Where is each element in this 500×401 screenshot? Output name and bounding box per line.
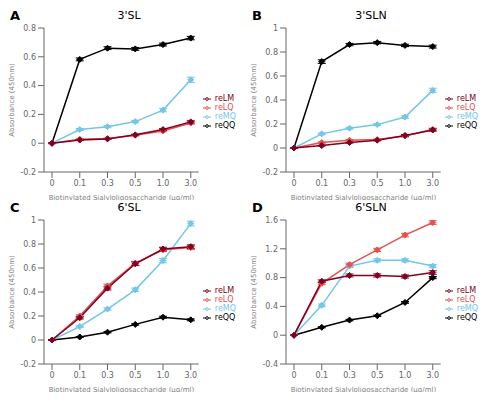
svg-text:0.3: 0.3 <box>343 371 356 380</box>
html-text:D: D <box>252 200 263 215</box>
svg-text:Absorbance (450nm): Absorbance (450nm) <box>250 255 258 329</box>
svg-text:0.4: 0.4 <box>23 288 36 297</box>
svg-text:0.5: 0.5 <box>371 371 384 380</box>
svg-text:0.8: 0.8 <box>265 48 278 57</box>
html-text:reQQ: reQQ <box>456 313 478 322</box>
html-text:3'SL: 3'SL <box>117 9 141 22</box>
svg-text:0.6: 0.6 <box>265 72 278 81</box>
html-text:reMQ: reMQ <box>214 112 236 121</box>
svg-text:Absorbance (450nm): Absorbance (450nm) <box>8 63 16 137</box>
html-text:reLQ: reLQ <box>456 295 476 304</box>
svg-text:0.2: 0.2 <box>23 110 36 119</box>
svg-text:Absorbance (450nm): Absorbance (450nm) <box>8 255 16 329</box>
svg-text:0.5: 0.5 <box>129 179 142 188</box>
svg-text:0.1: 0.1 <box>315 371 328 380</box>
svg-text:1.0: 1.0 <box>157 179 170 188</box>
svg-text:-0.2: -0.2 <box>20 168 36 177</box>
svg-text:0.8: 0.8 <box>23 24 36 33</box>
svg-text:0.3: 0.3 <box>343 179 356 188</box>
svg-text:0: 0 <box>291 371 296 380</box>
svg-text:1: 1 <box>273 24 278 33</box>
svg-text:0.8: 0.8 <box>265 273 278 282</box>
svg-text:1.6: 1.6 <box>265 216 278 225</box>
svg-text:Biotinylated Sialyloligosaccha: Biotinylated Sialyloligosaccharide (μg/m… <box>49 386 195 392</box>
svg-text:1.2: 1.2 <box>265 245 278 254</box>
svg-text:0.4: 0.4 <box>265 302 278 311</box>
svg-text:0.2: 0.2 <box>23 312 36 321</box>
html-text:B: B <box>252 8 262 23</box>
svg-text:1.0: 1.0 <box>399 179 412 188</box>
html-text:reLM: reLM <box>214 94 235 103</box>
svg-text:0: 0 <box>31 336 36 345</box>
svg-text:1: 1 <box>31 216 36 225</box>
svg-text:0.6: 0.6 <box>23 264 36 273</box>
html-text:reMQ: reMQ <box>456 304 478 313</box>
html-text:reMQ: reMQ <box>456 112 478 121</box>
svg-text:3.0: 3.0 <box>426 179 439 188</box>
svg-text:0.1: 0.1 <box>315 179 328 188</box>
svg-text:-0.4: -0.4 <box>262 360 278 369</box>
html-text:reLM: reLM <box>456 94 477 103</box>
svg-text:0: 0 <box>31 139 36 148</box>
svg-text:0.6: 0.6 <box>23 53 36 62</box>
svg-text:Biotinylated Sialyloligosaccha: Biotinylated Sialyloligosaccharide (μg/m… <box>291 194 437 200</box>
html-text:reLQ: reLQ <box>214 103 234 112</box>
svg-text:3.0: 3.0 <box>184 371 197 380</box>
svg-text:1.0: 1.0 <box>157 371 170 380</box>
svg-text:0.5: 0.5 <box>371 179 384 188</box>
svg-text:0.1: 0.1 <box>73 371 86 380</box>
svg-text:Biotinylated Sialyloligosaccha: Biotinylated Sialyloligosaccharide (μg/m… <box>49 194 195 200</box>
html-text:reQQ: reQQ <box>214 121 236 130</box>
html-text:C: C <box>10 200 20 215</box>
html-text:reQQ: reQQ <box>456 121 478 130</box>
svg-text:0: 0 <box>273 331 278 340</box>
html-text:reLQ: reLQ <box>214 295 234 304</box>
svg-text:0.8: 0.8 <box>23 240 36 249</box>
svg-text:-0.2: -0.2 <box>20 360 36 369</box>
svg-text:0: 0 <box>49 371 54 380</box>
svg-text:3.0: 3.0 <box>426 371 439 380</box>
html-text:reMQ: reMQ <box>214 304 236 313</box>
html-text:reQQ: reQQ <box>214 313 236 322</box>
svg-text:0.3: 0.3 <box>101 371 114 380</box>
svg-text:0.4: 0.4 <box>265 96 278 105</box>
html-text:6'SLN: 6'SLN <box>355 201 387 214</box>
svg-text:0.3: 0.3 <box>101 179 114 188</box>
svg-text:0.1: 0.1 <box>73 179 86 188</box>
svg-text:0: 0 <box>291 179 296 188</box>
svg-text:Absorbance (450nm): Absorbance (450nm) <box>250 63 258 137</box>
svg-text:0: 0 <box>273 144 278 153</box>
html-text:3'SLN: 3'SLN <box>355 9 387 22</box>
svg-text:0.4: 0.4 <box>23 81 36 90</box>
svg-text:3.0: 3.0 <box>184 179 197 188</box>
svg-text:0: 0 <box>49 179 54 188</box>
html-text:reLM: reLM <box>214 286 235 295</box>
svg-text:0.2: 0.2 <box>265 120 278 129</box>
svg-text:-0.2: -0.2 <box>262 168 278 177</box>
html-text:reLQ: reLQ <box>456 103 476 112</box>
html-text:6'SL: 6'SL <box>117 201 141 214</box>
html-text:A: A <box>10 8 21 23</box>
svg-text:Biotinylated Sialyloligosaccha: Biotinylated Sialyloligosaccharide (μg/m… <box>291 386 437 392</box>
html-text:reLM: reLM <box>456 286 477 295</box>
svg-text:1.0: 1.0 <box>399 371 412 380</box>
svg-text:0.5: 0.5 <box>129 371 142 380</box>
